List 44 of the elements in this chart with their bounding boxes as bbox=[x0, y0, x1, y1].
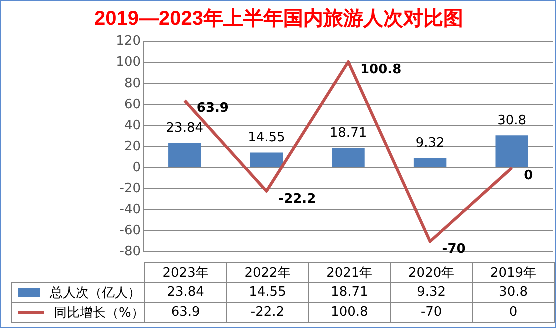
data-label: 18.71 bbox=[308, 282, 391, 302]
text: 30.8 bbox=[498, 114, 527, 129]
text: 14.55 bbox=[248, 130, 286, 146]
data-label: -70 bbox=[390, 302, 473, 322]
chart-title: 2019—2023年上半年国内旅游人次对比图 bbox=[94, 7, 464, 32]
text: -22.2 bbox=[278, 192, 316, 207]
text: 0 bbox=[524, 168, 534, 184]
data-label: 9.32 bbox=[390, 282, 473, 302]
x-tick-label: 2020年 bbox=[390, 262, 473, 282]
legend-label: 同比增长（%） bbox=[54, 306, 144, 320]
y-tick-label: -40 bbox=[120, 202, 141, 218]
bar bbox=[250, 152, 284, 168]
data-label: 63.9 bbox=[144, 302, 227, 322]
y-tick-label: 120 bbox=[116, 34, 141, 50]
text: 23.84 bbox=[166, 120, 204, 136]
y-tick-label: 60 bbox=[124, 97, 141, 112]
data-label: 100.8 bbox=[308, 302, 391, 322]
text: 9.32 bbox=[416, 136, 445, 152]
y-tick-label: 20 bbox=[124, 139, 141, 154]
data-label: 0 bbox=[472, 302, 554, 322]
data-label: 23.84 bbox=[144, 282, 227, 302]
y-tick-label: -80 bbox=[120, 244, 141, 260]
y-tick-label: -20 bbox=[120, 181, 141, 196]
bar bbox=[332, 148, 365, 168]
x-tick-label: 2019年 bbox=[472, 262, 554, 282]
bar bbox=[414, 158, 447, 168]
y-tick-label: 80 bbox=[124, 76, 141, 92]
text: -70 bbox=[442, 242, 466, 258]
y-tick-label: 100 bbox=[116, 55, 141, 70]
data-label: 30.8 bbox=[472, 282, 554, 302]
y-tick-label: -60 bbox=[120, 224, 141, 239]
x-tick-label: 2022年 bbox=[226, 262, 309, 282]
bar bbox=[168, 142, 202, 168]
bar bbox=[496, 136, 528, 168]
text: 18.71 bbox=[330, 126, 368, 142]
data-label: 14.55 bbox=[226, 282, 309, 302]
x-tick-label: 2021年 bbox=[308, 262, 391, 282]
text: 100.8 bbox=[360, 62, 402, 78]
y-tick-label: 40 bbox=[124, 118, 141, 134]
legend-label: 总人次（亿人） bbox=[50, 286, 141, 300]
x-tick-label: 2023年 bbox=[144, 262, 227, 282]
data-label: -22.2 bbox=[226, 302, 309, 322]
text: 63.9 bbox=[196, 101, 229, 116]
y-tick-label: 0 bbox=[132, 160, 141, 176]
